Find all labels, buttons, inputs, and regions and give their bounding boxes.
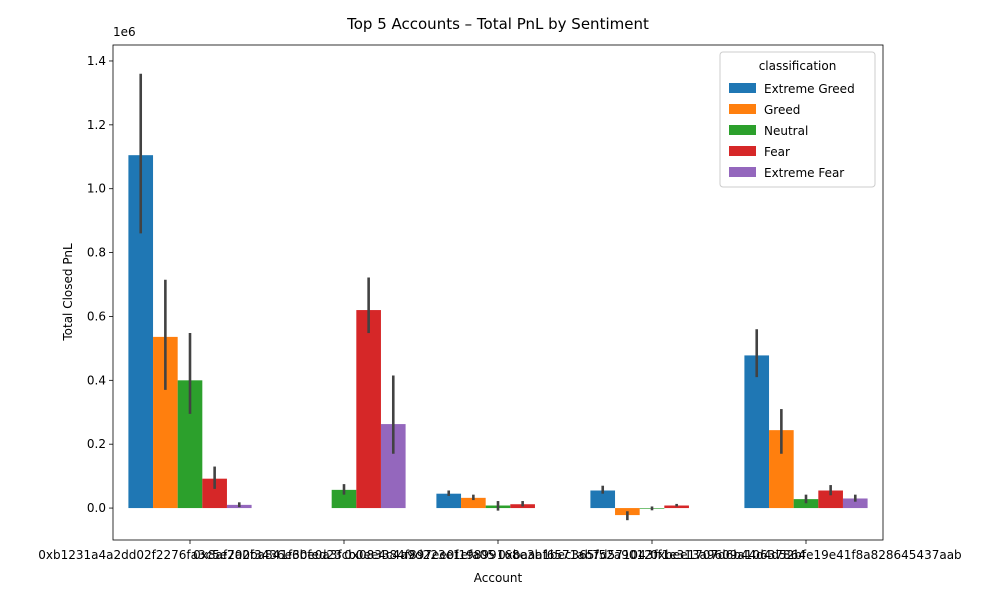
y-tick-label: 0.8 — [87, 246, 106, 260]
legend-entry: Fear — [764, 145, 790, 159]
x-axis: 0xb1231a4a2dd02f2276fa3c5e2a2f3436e6bfed… — [38, 540, 962, 562]
y-tick-label: 1.0 — [87, 182, 106, 196]
x-tick-label: 0xb1231a4a2dd02f2276fa3c5e2a2f3436e6bfed… — [38, 548, 341, 562]
legend-entry: Extreme Greed — [764, 82, 855, 96]
plot-area — [128, 73, 868, 521]
bar — [842, 498, 868, 509]
bar — [590, 490, 616, 509]
x-tick-label: 0x8af700ba841f30e0a3fcb0ee4c4a9d223e1efa… — [193, 548, 495, 562]
legend-box — [719, 51, 876, 188]
x-tick-label: 0xbaaaf6571ab7d571043ff1e313a9609a106378… — [498, 548, 806, 562]
legend-swatch — [729, 125, 756, 135]
y-tick-label: 0.6 — [87, 309, 106, 323]
y-tick-label: 1.4 — [87, 54, 106, 68]
legend-swatch — [729, 83, 756, 93]
bar — [331, 489, 357, 509]
y-offset-label: 1e6 — [113, 25, 136, 39]
y-tick-label: 0.2 — [87, 437, 106, 451]
bar — [793, 499, 819, 509]
y-tick-label: 1.2 — [87, 118, 106, 132]
bar — [436, 493, 462, 509]
x-axis-label: Account — [474, 571, 523, 585]
bar — [356, 310, 381, 509]
y-tick-label: 0.0 — [87, 501, 106, 515]
bar — [818, 490, 843, 509]
bar — [461, 497, 486, 509]
chart-title: Top 5 Accounts – Total PnL by Sentiment — [346, 15, 649, 33]
bar — [664, 505, 689, 509]
y-axis: 0.0 0.2 0.4 0.6 0.8 1.0 1.2 1.4 — [87, 54, 113, 515]
bar — [744, 355, 770, 509]
x-tick-label: 0xbee1707d6b44d4d52bfe19e41f8a828645437a… — [650, 548, 961, 562]
legend-entry: Extreme Fear — [764, 166, 844, 180]
legend-swatch — [729, 104, 756, 114]
legend-entry: Neutral — [764, 124, 808, 138]
y-axis-label: Total Closed PnL — [61, 243, 75, 342]
legend-swatch — [729, 167, 756, 177]
legend-entry: Greed — [764, 103, 800, 117]
x-tick-label: 0x083384f897ee0f19899168e3b1bec365f52a90… — [344, 548, 652, 562]
legend-swatch — [729, 146, 756, 156]
y-tick-label: 0.4 — [87, 373, 106, 387]
legend: classification Extreme Greed Greed Neutral F… — [719, 51, 876, 188]
legend-title: classification — [759, 59, 837, 73]
